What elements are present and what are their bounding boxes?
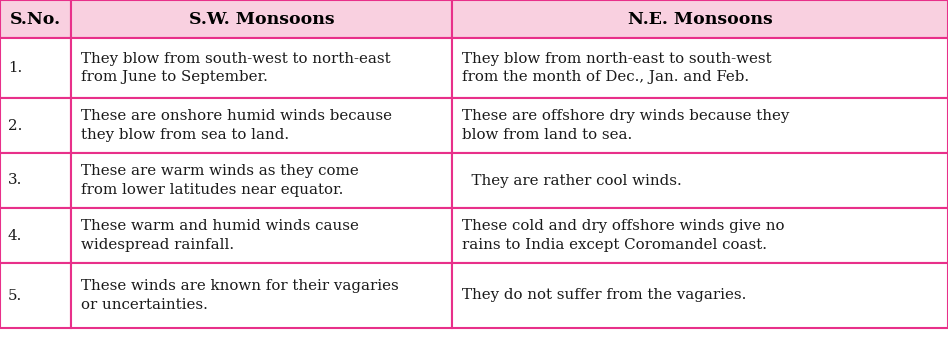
Text: 3.: 3. bbox=[8, 174, 23, 188]
Text: These cold and dry offshore winds give no
rains to India except Coromandel coast: These cold and dry offshore winds give n… bbox=[462, 219, 785, 252]
Bar bbox=[71, 98, 452, 153]
Text: N.E. Monsoons: N.E. Monsoons bbox=[628, 11, 773, 28]
Text: They do not suffer from the vagaries.: They do not suffer from the vagaries. bbox=[462, 289, 746, 302]
Bar bbox=[0, 208, 71, 263]
Bar bbox=[0, 263, 71, 328]
Text: They are rather cool winds.: They are rather cool winds. bbox=[462, 174, 682, 188]
Text: These winds are known for their vagaries
or uncertainties.: These winds are known for their vagaries… bbox=[81, 279, 399, 312]
Text: S.No.: S.No. bbox=[9, 11, 61, 28]
Text: S.W. Monsoons: S.W. Monsoons bbox=[189, 11, 335, 28]
Bar bbox=[71, 263, 452, 328]
Bar bbox=[452, 263, 948, 328]
Text: They blow from north-east to south-west
from the month of Dec., Jan. and Feb.: They blow from north-east to south-west … bbox=[462, 52, 772, 84]
Bar bbox=[71, 208, 452, 263]
Bar bbox=[452, 0, 948, 38]
Bar bbox=[71, 38, 452, 98]
Bar bbox=[452, 153, 948, 208]
Text: These are warm winds as they come
from lower latitudes near equator.: These are warm winds as they come from l… bbox=[81, 164, 358, 197]
Text: These are onshore humid winds because
they blow from sea to land.: These are onshore humid winds because th… bbox=[81, 109, 392, 142]
Bar bbox=[0, 98, 71, 153]
Bar bbox=[0, 38, 71, 98]
Text: They blow from south-west to north-east
from June to September.: They blow from south-west to north-east … bbox=[81, 52, 391, 84]
Text: 4.: 4. bbox=[8, 228, 23, 242]
Bar bbox=[71, 0, 452, 38]
Text: These warm and humid winds cause
widespread rainfall.: These warm and humid winds cause widespr… bbox=[81, 219, 359, 252]
Text: 2.: 2. bbox=[8, 118, 23, 132]
Bar bbox=[452, 38, 948, 98]
Bar bbox=[452, 98, 948, 153]
Bar bbox=[0, 153, 71, 208]
Text: 5.: 5. bbox=[8, 289, 22, 302]
Bar bbox=[0, 0, 71, 38]
Bar bbox=[71, 153, 452, 208]
Text: These are offshore dry winds because they
blow from land to sea.: These are offshore dry winds because the… bbox=[462, 109, 790, 142]
Text: 1.: 1. bbox=[8, 61, 22, 75]
Bar bbox=[452, 208, 948, 263]
